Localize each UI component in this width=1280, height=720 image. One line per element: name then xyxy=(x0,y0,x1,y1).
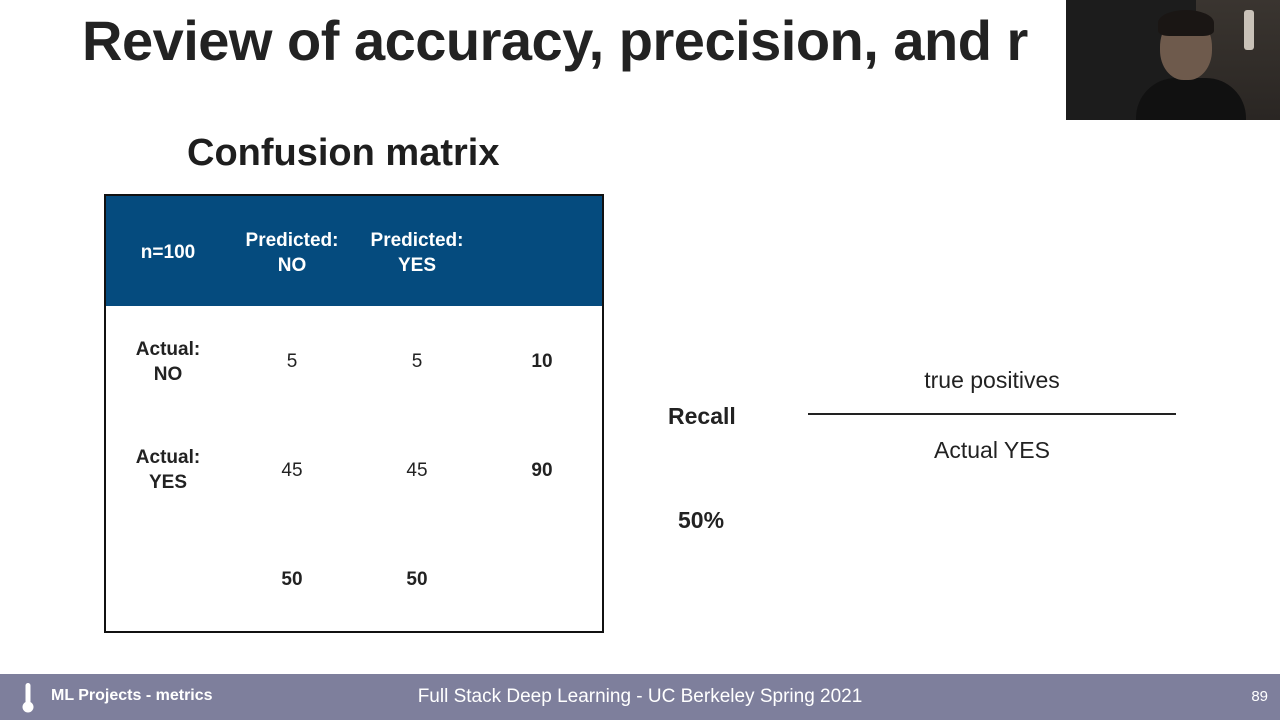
matrix-header xyxy=(106,196,602,306)
col-total-predicted-yes: 50 xyxy=(406,569,428,590)
col-header-predicted-no: Predicted: NO xyxy=(230,228,354,278)
row-total-actual-yes: 90 xyxy=(531,460,553,481)
cell-false-positive: 5 xyxy=(411,351,423,372)
cell-true-positive: 45 xyxy=(406,460,428,481)
row-total-actual-no: 10 xyxy=(531,351,553,372)
row-label-actual-no: Actual: NO xyxy=(106,337,230,387)
webcam-person-hair xyxy=(1158,10,1214,36)
col-total-predicted-no: 50 xyxy=(281,569,303,590)
row-label-line2: NO xyxy=(153,364,183,385)
recall-formula-denominator: Actual YES xyxy=(934,437,1050,463)
page-number: 89 xyxy=(1251,688,1268,705)
recall-label: Recall xyxy=(668,403,736,429)
row-label-actual-yes: Actual: YES xyxy=(106,445,230,495)
slide-title: Review of accuracy, precision, and r xyxy=(82,9,1028,72)
matrix-corner-label: n=100 xyxy=(140,242,196,263)
slide-footer: ML Projects - metrics Full Stack Deep Le… xyxy=(0,674,1280,720)
confusion-matrix: n=100 Predicted: NO Predicted: YES Actua… xyxy=(104,194,604,633)
recall-value: 50% xyxy=(678,507,725,533)
footer-course-section: ML Projects - metrics xyxy=(51,687,213,704)
recall-formula-numerator: true positives xyxy=(924,367,1060,393)
recall-formula-fraction-bar xyxy=(808,413,1176,415)
webcam-video xyxy=(1066,0,1280,120)
webcam-lamp xyxy=(1244,10,1254,50)
cell-false-negative: 45 xyxy=(281,460,303,481)
col-header-predicted-yes: Predicted: YES xyxy=(355,228,479,278)
row-label-line2: YES xyxy=(148,472,188,493)
footer-course-title: Full Stack Deep Learning - UC Berkeley S… xyxy=(417,686,863,707)
col-header-line1: Predicted: xyxy=(245,230,339,251)
webcam-person-body xyxy=(1136,78,1246,120)
col-header-line2: NO xyxy=(277,255,307,276)
row-label-line1: Actual: xyxy=(135,339,201,360)
row-label-line1: Actual: xyxy=(135,447,201,468)
thermometer-icon xyxy=(22,683,34,713)
col-header-line1: Predicted: xyxy=(370,230,464,251)
cell-true-negative: 5 xyxy=(286,351,298,372)
section-title: Confusion matrix xyxy=(187,132,500,174)
col-header-line2: YES xyxy=(397,255,437,276)
